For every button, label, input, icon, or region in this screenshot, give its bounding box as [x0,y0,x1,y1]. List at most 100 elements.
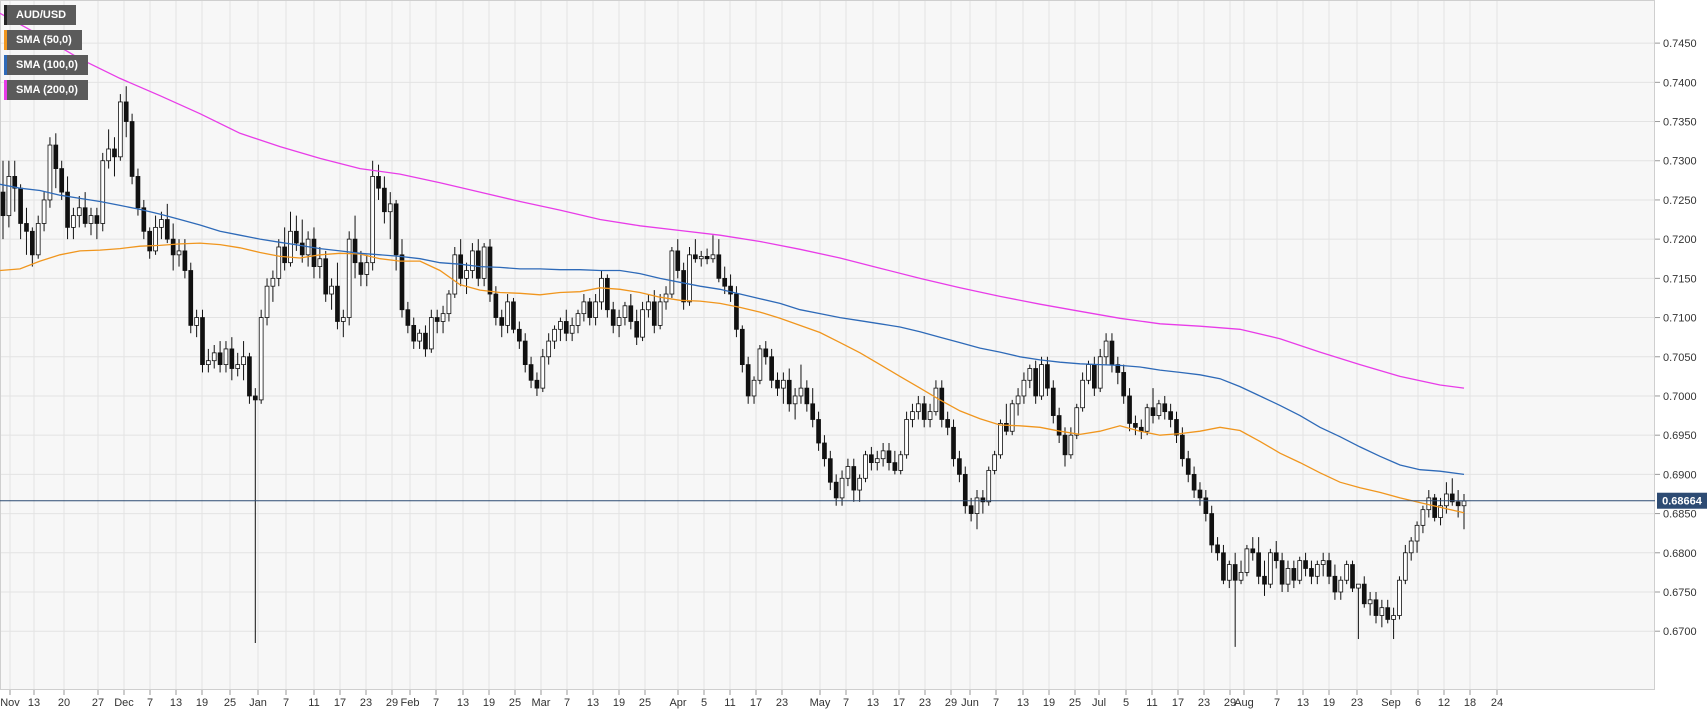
candle-body-up [1297,560,1303,581]
candle-body-down [1455,501,1461,507]
x-tick-label: 23 [1351,697,1363,709]
candle [546,333,552,365]
candle [1174,411,1179,444]
candle [1168,403,1173,428]
candle-body-down [693,254,698,260]
y-tick-label: 0.7100 [1663,313,1697,325]
candle-body-down [229,348,235,369]
candle-body-up [1414,524,1420,542]
candle-body-up [1320,560,1326,565]
candle [393,199,399,271]
candle-body-up [288,230,293,264]
candle [446,290,452,322]
x-tick-label: 23 [776,697,788,709]
candle [528,356,534,389]
candle [1367,591,1373,616]
candle-body-up [904,419,909,456]
candle-body-down [1127,395,1132,424]
candle-body-down [534,379,540,389]
candle-body-down [528,364,534,381]
candle-body-up [781,379,786,389]
x-tick-label: 7 [147,697,153,709]
candle-body-up [1009,403,1015,432]
candle-body-up [1408,540,1414,554]
legend-symbol[interactable]: AUD/USD [4,5,76,25]
candle [845,458,851,487]
candle-body-down [827,458,833,483]
candle-body-up [998,423,1003,456]
candle [1326,552,1332,585]
candle-body-up [1344,564,1349,581]
candle-body-down [311,238,317,267]
candle-body-up [340,317,346,322]
x-tick-label: 7 [843,697,849,709]
candle [264,278,270,326]
candle [112,137,117,177]
x-tick-label: 5 [1123,697,1129,709]
candle [792,388,798,420]
legend-sma-200[interactable]: SMA (200,0) [4,80,88,100]
candle [41,192,47,232]
candle [1432,493,1437,522]
candle-body-down [1162,403,1168,413]
candle-body-down [82,207,88,224]
candle-body-up [1226,564,1232,581]
candle-body-down [382,187,387,213]
candle [1133,415,1138,436]
candle-body-up [370,176,375,264]
candle [569,317,575,342]
candle-body-up [235,364,241,369]
candle-body-down [30,230,35,256]
candle-body-down [112,148,117,158]
candle-body-up [552,328,557,342]
candle-body-up [76,207,82,217]
legend-sma-100[interactable]: SMA (100,0) [4,55,88,75]
candle [1015,388,1021,416]
candle-body-up [933,387,939,413]
candle-body-down [851,466,857,491]
candle-body-down [1209,513,1215,546]
candle-body-up [1021,379,1027,397]
candle [1385,599,1391,624]
candle [35,215,41,259]
x-tick-label: Mar [532,697,551,709]
candle-body-down [1309,568,1314,577]
candle [710,235,716,263]
candle [757,345,763,385]
x-tick-label: 17 [1172,697,1184,709]
candle [1127,388,1132,432]
candle-body-down [745,364,751,397]
candle-body-down [1062,434,1068,456]
candle [781,372,786,404]
candle [874,450,880,471]
candle-body-down [423,332,428,350]
legend-sma-50[interactable]: SMA (50,0) [4,30,82,50]
candle-body-up [757,348,763,381]
candle [1291,560,1297,589]
x-tick-label: 11 [308,697,319,709]
candle-body-up [845,466,851,479]
candle [106,129,111,169]
candle-body-up [1391,615,1396,620]
candle-body-up [669,250,675,295]
y-axis: 0.6700 0.6750 0.6800 0.6850 0.6900 0.6950 0.70… [1655,38,1697,638]
sma-line-1 [0,183,1465,476]
candle [951,419,956,467]
candle [12,160,18,212]
candle [340,309,346,338]
candle [387,192,393,240]
candle [751,376,757,404]
candle-body-up [974,497,980,514]
candle [904,411,909,459]
candle-body-down [786,379,792,405]
candle [206,348,211,373]
candle [241,341,246,381]
candle-body-up [440,313,446,322]
candle-body-down [1115,364,1121,373]
candle [428,309,434,353]
candle [252,388,258,643]
candle-body-up [880,450,886,460]
candle-body-down [299,242,305,256]
candle [628,294,634,330]
candle-body-up [857,477,862,491]
